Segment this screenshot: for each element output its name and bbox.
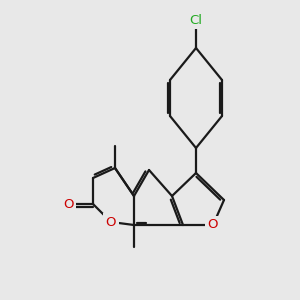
Text: Cl: Cl [190,14,202,26]
Text: O: O [106,215,116,229]
Text: O: O [208,218,218,232]
Text: O: O [63,197,73,211]
